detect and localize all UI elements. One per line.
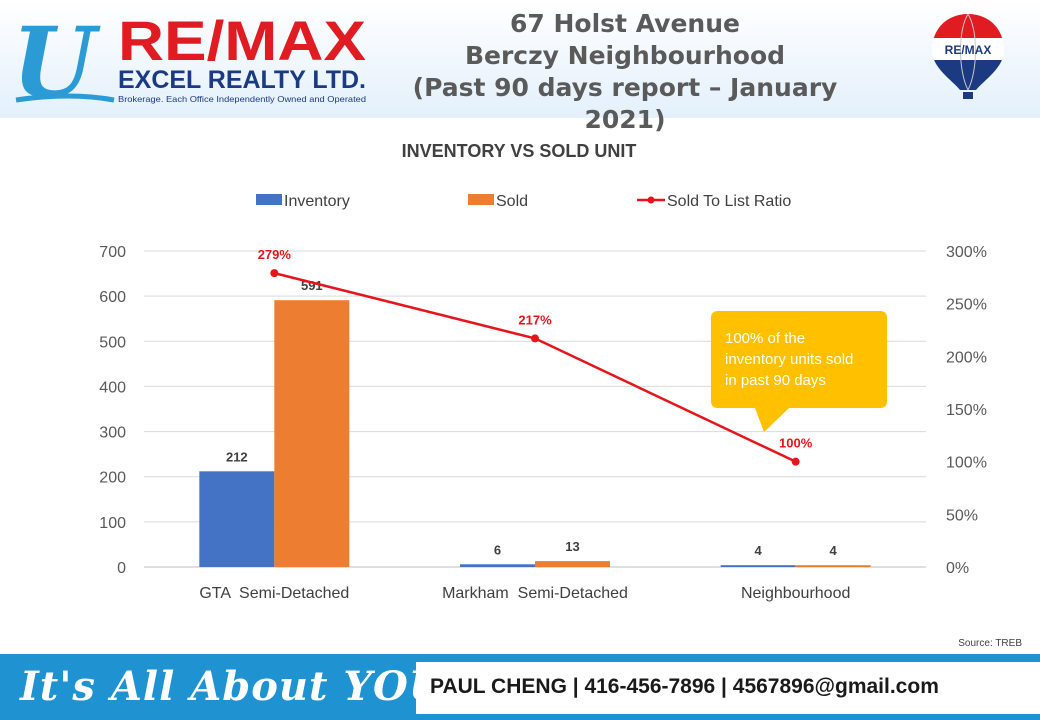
legend-label: Sold To List Ratio	[667, 193, 791, 210]
remax-balloon-logo: RE/MAX	[932, 14, 1004, 99]
y-tick-label: 300	[99, 425, 126, 442]
y2-tick-label: 300%	[946, 244, 987, 261]
report-title: 67 Holst Avenue Berczy Neighbourhood (Pa…	[370, 8, 880, 136]
balloon-basket	[963, 92, 973, 99]
y-tick-label: 600	[99, 289, 126, 306]
y-tick-label: 400	[99, 379, 126, 396]
logo-tagline: Brokerage. Each Office Independently Own…	[118, 94, 366, 104]
legend-swatch-sold	[468, 194, 494, 205]
logo-swoosh	[15, 93, 115, 103]
x-tick-label: GTA Semi-Detached	[199, 585, 349, 602]
remax-excel-logo: U RE/MAX EXCEL REALTY LTD. Brokerage. Ea…	[12, 8, 366, 108]
callout-text: in past 90 days	[725, 372, 826, 389]
y-tick-label: 0	[117, 560, 126, 577]
line-point	[791, 457, 800, 466]
bar-data-label: 212	[226, 449, 248, 464]
bar-data-label: 6	[494, 542, 501, 557]
callout-box	[711, 311, 887, 432]
source-note: Source: TREB	[958, 638, 1022, 649]
logo-brand: RE/MAX	[118, 9, 366, 72]
y-tick-label: 200	[99, 470, 126, 487]
legend-label: Inventory	[284, 193, 350, 210]
bar-sold	[535, 561, 610, 567]
x-tick-label: Neighbourhood	[741, 585, 850, 602]
line-point	[531, 334, 539, 343]
y2-tick-label: 50%	[946, 507, 978, 524]
y-tick-label: 700	[99, 244, 126, 261]
callout-text: inventory units sold	[725, 351, 853, 368]
logo-letter: U	[12, 8, 101, 108]
callout-text: 100% of the	[725, 330, 805, 347]
contact-info: PAUL CHENG | 416-456-7896 | 4567896@gmai…	[430, 675, 939, 698]
footer: It's All About YOU PAUL CHENG | 416-456-…	[0, 654, 1040, 720]
footer-tagline: It's All About YOU	[20, 663, 445, 710]
bar-data-label: 4	[830, 543, 838, 558]
y2-tick-label: 200%	[946, 349, 987, 366]
header: U RE/MAX EXCEL REALTY LTD. Brokerage. Ea…	[0, 0, 1040, 134]
line-point	[270, 269, 279, 278]
y2-tick-label: 0%	[946, 560, 969, 577]
contact-box: PAUL CHENG | 416-456-7896 | 4567896@gmai…	[416, 662, 1040, 714]
legend-swatch-marker	[647, 196, 655, 204]
balloon-label: RE/MAX	[945, 43, 992, 57]
y2-tick-label: 150%	[946, 402, 987, 419]
legend-swatch-inventory	[256, 194, 282, 205]
bar-inventory	[199, 471, 275, 567]
bar-sold	[274, 300, 350, 567]
y-tick-label: 500	[99, 334, 126, 351]
bar-inventory	[720, 565, 796, 567]
title-line-2: Berczy Neighbourhood	[464, 41, 786, 70]
legend-label: Sold	[496, 193, 528, 210]
title-line-3: (Past 90 days report – January 2021)	[412, 73, 838, 134]
x-tick-label: Markham Semi-Detached	[442, 585, 628, 602]
line-data-label: 217%	[518, 312, 552, 327]
line-data-label: 100%	[779, 436, 813, 451]
y-tick-label: 100	[99, 515, 126, 532]
y2-tick-label: 250%	[946, 297, 987, 314]
line-data-label: 279%	[258, 247, 292, 262]
logo-company: EXCEL REALTY LTD.	[118, 66, 366, 94]
bar-data-label: 13	[565, 539, 579, 554]
inventory-vs-sold-chart: INVENTORY VS SOLD UNIT Source: TREB 0 100…	[99, 141, 1022, 649]
bar-inventory	[460, 564, 535, 567]
bar-data-label: 4	[755, 543, 763, 558]
y2-tick-label: 100%	[946, 455, 987, 472]
title-line-1: 67 Holst Avenue	[510, 9, 740, 38]
bar-sold	[795, 565, 871, 567]
chart-title: INVENTORY VS SOLD UNIT	[402, 141, 637, 161]
